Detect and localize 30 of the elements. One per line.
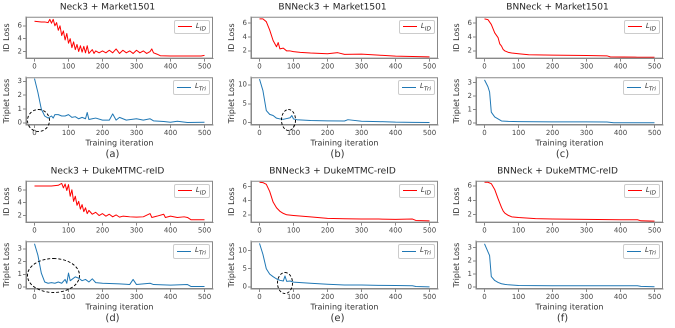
y-axis-title: ID Loss: [452, 23, 461, 52]
y-axis-title: ID Loss: [452, 187, 461, 216]
chart-title: Neck3 + Market1501: [60, 2, 156, 13]
x-axis-title: Training iteration: [310, 302, 378, 312]
x-axis-title: Training iteration: [310, 138, 378, 148]
y-axis-title: Triplet Loss: [2, 242, 11, 288]
text: (b): [329, 148, 346, 162]
y-axis-title: Triplet Loss: [226, 78, 236, 124]
y-axis-title: Triplet Loss: [452, 78, 461, 124]
y-axis-title: Triplet Loss: [226, 242, 236, 288]
chart-title: BNNeck3 + Market1501: [278, 2, 387, 13]
x-axis-title: Training iteration: [534, 138, 604, 148]
text: (e): [330, 312, 346, 326]
text: (c): [554, 148, 570, 162]
x-axis-title: Training iteration: [84, 138, 154, 148]
y-axis-title: ID Loss: [226, 23, 236, 52]
y-axis-title: Triplet Loss: [452, 242, 461, 288]
chart-title: BNNeck3 + DukeMTMC-reID: [269, 166, 396, 177]
chart-title: Neck3 + DukeMTMC-reID: [50, 166, 164, 177]
y-axis-title: Triplet Loss: [2, 78, 11, 124]
text: (a): [104, 148, 120, 162]
chart-title: BNNeck + DukeMTMC-reID: [497, 166, 618, 177]
text: (d): [104, 312, 121, 326]
chart-title: BNNeck + Market1501: [506, 2, 609, 13]
y-axis-title: ID Loss: [2, 23, 11, 52]
y-axis-title: ID Loss: [2, 187, 11, 216]
x-axis-title: Training iteration: [84, 302, 154, 312]
text: (f): [556, 312, 570, 326]
x-axis-title: Training iteration: [534, 302, 604, 312]
y-axis-title: ID Loss: [226, 187, 236, 216]
